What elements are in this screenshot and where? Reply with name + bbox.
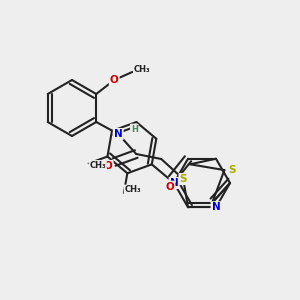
Text: O: O	[166, 182, 174, 192]
Text: S: S	[229, 165, 236, 175]
Text: CH₃: CH₃	[89, 161, 106, 170]
Text: CH₃: CH₃	[124, 185, 141, 194]
Text: N: N	[212, 202, 220, 212]
Text: CH₃: CH₃	[134, 65, 151, 74]
Text: N: N	[169, 178, 178, 188]
Text: N: N	[114, 129, 123, 139]
Text: S: S	[179, 174, 187, 184]
Text: O: O	[104, 161, 112, 171]
Text: O: O	[110, 75, 118, 85]
Text: H: H	[131, 124, 138, 134]
